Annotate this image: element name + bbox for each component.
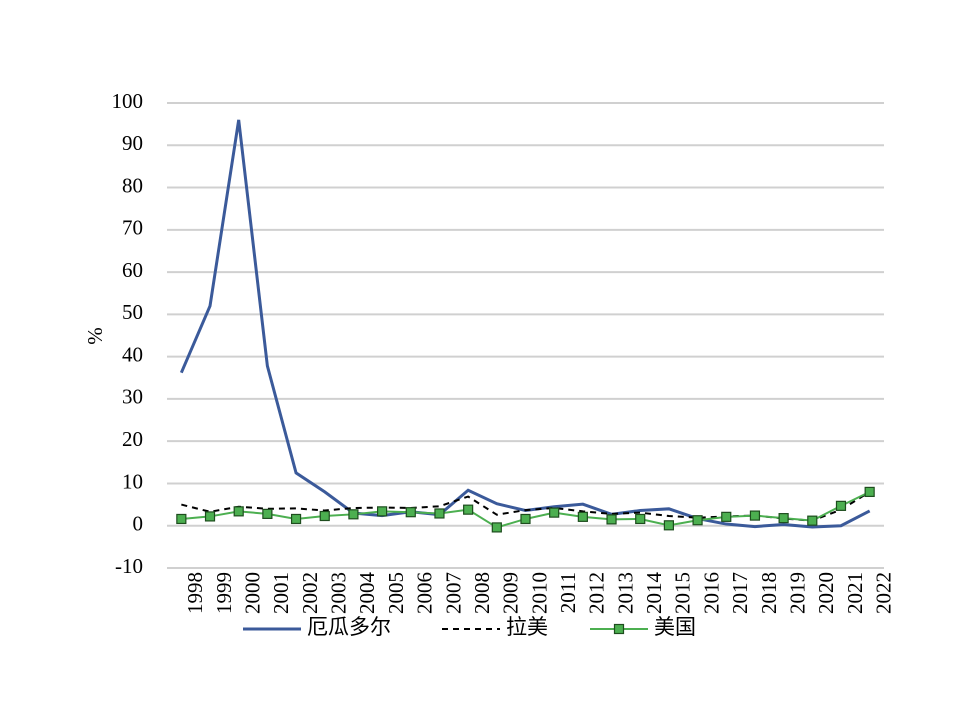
point-marker: [233, 506, 244, 517]
y-tick-label: 10: [122, 469, 143, 493]
y-tick-label: 60: [122, 258, 143, 282]
point-marker: [577, 511, 588, 522]
y-tick-label: 80: [122, 173, 143, 197]
point-marker: [491, 522, 502, 533]
point-marker: [176, 513, 187, 525]
x-tick-label: 2001: [269, 572, 293, 614]
y-tick-label: 90: [122, 131, 143, 155]
y-tick-label: 0: [133, 512, 144, 536]
y-tick-label: 40: [122, 342, 143, 366]
x-tick-label: 2020: [814, 572, 838, 614]
point-marker: [778, 513, 789, 524]
point-marker: [377, 506, 388, 517]
y-tick-label: -10: [115, 554, 143, 578]
point-marker: [348, 509, 359, 520]
x-tick-label: 2011: [556, 572, 580, 613]
point-marker: [434, 508, 445, 519]
x-tick-label: 2007: [441, 572, 465, 614]
legend-label: 拉美: [506, 615, 548, 639]
x-tick-label: 2015: [671, 572, 695, 614]
x-tick-label: 2005: [384, 572, 408, 614]
x-tick-label: 2012: [585, 572, 609, 614]
x-tick-label: 2004: [355, 572, 379, 615]
x-tick-label: 2022: [871, 572, 895, 614]
point-marker: [405, 507, 416, 518]
x-tick-label: 1998: [183, 572, 207, 614]
x-tick-label: 2002: [298, 572, 322, 614]
point-marker: [290, 513, 302, 525]
legend-label: 厄瓜多尔: [307, 615, 391, 639]
x-tick-label: 2019: [785, 572, 809, 614]
legend-label: 美国: [654, 615, 696, 639]
point-marker: [692, 515, 703, 526]
x-tick-label: 2017: [728, 572, 752, 614]
point-marker: [319, 510, 330, 522]
point-marker: [663, 520, 675, 531]
point-marker: [864, 486, 875, 498]
y-tick-label: 100: [112, 89, 144, 113]
point-marker: [749, 510, 761, 521]
point-marker: [262, 508, 273, 519]
x-tick-label: 2016: [699, 572, 723, 614]
y-tick-label: 30: [122, 385, 143, 409]
y-tick-label: 50: [122, 300, 143, 324]
point-marker: [635, 513, 646, 525]
y-tick-label: 20: [122, 427, 143, 451]
x-tick-label: 2000: [241, 572, 265, 614]
x-tick-label: 2018: [757, 572, 781, 614]
point-marker: [204, 511, 216, 522]
point-marker: [721, 511, 732, 522]
x-tick-label: 1999: [212, 572, 236, 614]
x-tick-label: 2014: [642, 572, 666, 615]
x-tick-label: 2008: [470, 572, 494, 614]
x-tick-label: 2009: [499, 572, 523, 614]
x-tick-label: 2013: [613, 572, 637, 614]
point-marker: [606, 514, 617, 525]
y-tick-label: 70: [122, 216, 143, 240]
x-tick-label: 2003: [327, 572, 351, 614]
x-tick-label: 2010: [527, 572, 551, 614]
x-tick-label: 2021: [843, 572, 867, 614]
point-marker: [463, 504, 474, 515]
series-line: [179, 119, 871, 529]
point-marker: [835, 500, 847, 511]
point-marker: [807, 515, 818, 526]
x-tick-label: 2006: [413, 572, 437, 614]
y-axis-label: %: [83, 327, 107, 345]
point-marker: [549, 507, 560, 518]
legend-marker: [613, 623, 625, 635]
point-marker: [520, 513, 531, 525]
